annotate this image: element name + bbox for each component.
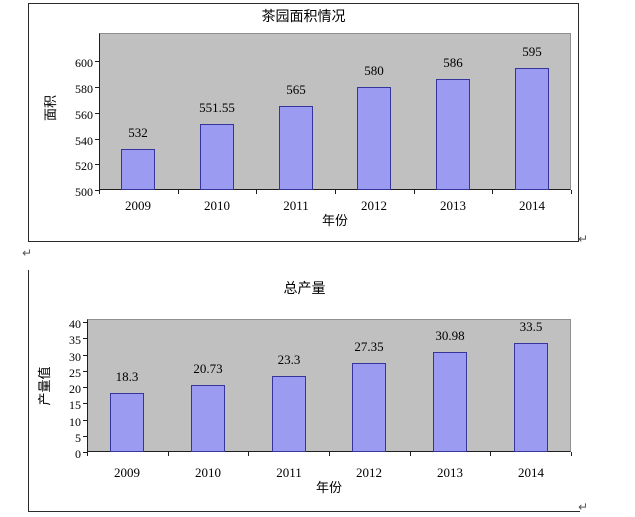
y-tick-mark: [83, 338, 87, 339]
y-tick-label: 520: [75, 159, 93, 174]
y-tick-label: 30: [69, 349, 81, 364]
paragraph-mark: ↵: [578, 232, 589, 246]
x-tick-mark: [335, 190, 336, 194]
bar-2012: [357, 87, 391, 190]
value-label-2010: 551.55: [199, 100, 235, 115]
x-tick-mark: [168, 452, 169, 456]
y-tick-label: 0: [75, 447, 81, 461]
y-tick-mark: [95, 61, 99, 62]
x-category-label-2012: 2012: [361, 198, 387, 213]
bar-2010: [191, 385, 225, 452]
x-category-label-2011: 2011: [283, 198, 309, 213]
y-tick-label: 580: [75, 82, 93, 97]
x-tick-mark: [248, 452, 249, 456]
value-label-2013: 30.98: [435, 328, 465, 343]
y-tick-label: 20: [69, 382, 81, 397]
x-category-label-2013: 2013: [437, 465, 463, 480]
bar-2013: [436, 79, 470, 190]
value-label-2011: 23.3: [277, 352, 301, 367]
x-category-label-2014: 2014: [519, 198, 545, 213]
value-label-2013: 586: [443, 55, 463, 70]
x-category-label-2011: 2011: [276, 465, 302, 480]
value-label-2009: 532: [128, 125, 148, 140]
total-output-chart[interactable]: 总产量 产量值 年份 0 5 10 15 20 25 30 35 40 18.3 2009 20.73…: [28, 270, 580, 512]
x-tick-mark: [256, 190, 257, 194]
y-tick-mark: [83, 371, 87, 372]
y-tick-label: 500: [75, 185, 93, 199]
bar-2014: [515, 68, 549, 190]
plot-area: [87, 319, 571, 452]
value-label-2012: 27.35: [354, 339, 384, 354]
x-category-label-2014: 2014: [518, 465, 544, 480]
bar-2013: [433, 352, 467, 452]
bar-2010: [200, 124, 234, 190]
y-tick-label: 10: [69, 414, 81, 429]
x-tick-mark: [490, 452, 491, 456]
x-tick-mark: [87, 452, 88, 456]
y-tick-mark: [95, 164, 99, 165]
y-tick-label: 15: [69, 398, 81, 413]
y-tick-mark: [95, 87, 99, 88]
bar-2012: [352, 363, 386, 452]
y-tick-mark: [83, 420, 87, 421]
y-tick-label: 40: [69, 317, 81, 332]
plot-area: [99, 33, 571, 190]
x-category-label-2009: 2009: [114, 465, 140, 480]
y-tick-label: 540: [75, 133, 93, 148]
x-tick-mark: [571, 190, 572, 194]
y-tick-label: 35: [69, 333, 81, 348]
x-category-label-2012: 2012: [356, 465, 382, 480]
x-tick-mark: [414, 190, 415, 194]
value-label-2010: 20.73: [193, 361, 223, 376]
x-tick-mark: [329, 452, 330, 456]
bar-2014: [514, 343, 548, 452]
y-tick-mark: [83, 403, 87, 404]
x-tick-mark: [410, 452, 411, 456]
x-axis-title: 年份: [315, 480, 342, 495]
y-tick-label: 25: [69, 365, 81, 380]
paragraph-mark: ↵: [22, 246, 33, 260]
y-tick-mark: [83, 452, 87, 453]
y-tick-mark: [95, 190, 99, 191]
value-label-2014: 33.5: [519, 319, 543, 334]
y-tick-mark: [95, 139, 99, 140]
y-tick-mark: [83, 322, 87, 323]
y-tick-label: 5: [75, 430, 81, 445]
y-tick-mark: [95, 113, 99, 114]
x-category-label-2009: 2009: [125, 198, 151, 213]
bar-2009: [121, 149, 155, 190]
value-label-2012: 580: [364, 63, 384, 78]
value-label-2009: 18.3: [115, 369, 139, 384]
x-category-label-2010: 2010: [195, 465, 221, 480]
y-tick-label: 600: [75, 56, 93, 71]
x-tick-mark: [492, 190, 493, 194]
y-tick-mark: [83, 436, 87, 437]
x-axis-title: 年份: [321, 213, 348, 228]
x-category-label-2013: 2013: [440, 198, 466, 213]
y-tick-mark: [83, 387, 87, 388]
y-tick-label: 560: [75, 107, 93, 122]
bar-2011: [272, 376, 306, 452]
paragraph-mark: ↵: [578, 500, 589, 514]
chart-title: 总产量: [283, 282, 326, 297]
x-category-label-2010: 2010: [204, 198, 230, 213]
x-tick-mark: [571, 452, 572, 456]
value-label-2011: 565: [286, 82, 306, 97]
bar-2011: [279, 106, 313, 190]
x-tick-mark: [99, 190, 100, 194]
tea-garden-area-chart[interactable]: 茶园面积情况 面积 年份 500 520 540 560 580 600 532 2009 55…: [28, 3, 579, 242]
y-tick-mark: [83, 355, 87, 356]
chart-title: 茶园面积情况: [261, 10, 346, 25]
value-label-2014: 595: [522, 44, 542, 59]
x-tick-mark: [178, 190, 179, 194]
bar-2009: [110, 393, 144, 452]
